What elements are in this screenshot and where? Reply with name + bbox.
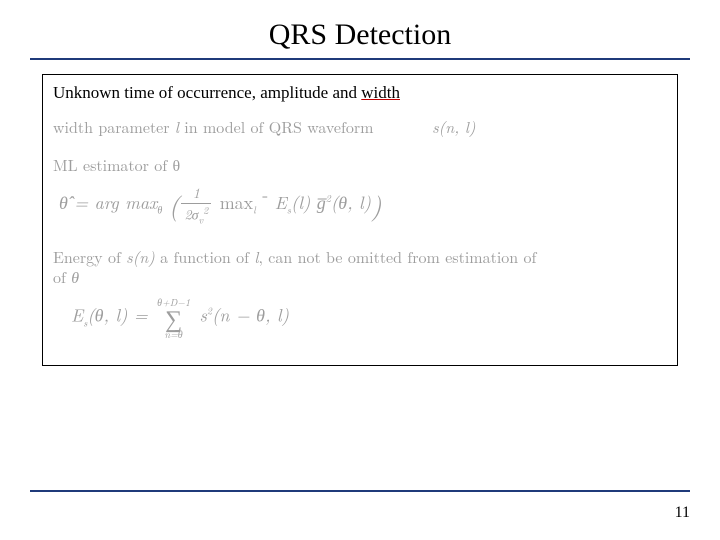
equation-energy: Es(θ, l) = θ+D−1∑n=θ s2(n − θ, l) — [71, 297, 667, 339]
minus: - — [262, 182, 268, 207]
lhs: θ̂ = arg max — [59, 190, 157, 215]
page-title: QRS Detection — [30, 18, 690, 52]
top-rule — [30, 58, 690, 60]
content-box: Unknown time of occurrence, amplitude an… — [42, 74, 678, 366]
frac-den: 2σv2 — [181, 204, 211, 226]
Es: E — [275, 190, 287, 215]
den-text: 2σ — [184, 204, 198, 224]
theta: θ — [71, 265, 79, 288]
sn: s(n) — [126, 245, 155, 268]
sub-theta: θ — [157, 203, 162, 217]
caption: Unknown time of occurrence, amplitude an… — [53, 83, 667, 103]
den-sup: 2 — [203, 203, 208, 217]
sigma-icon: ∑ — [157, 307, 190, 329]
rhs-tail: (n − θ, l) — [212, 303, 289, 328]
text: ML estimator of θ — [53, 153, 180, 176]
caption-width-word: width — [361, 83, 400, 102]
summation: θ+D−1∑n=θ — [157, 297, 190, 339]
signal-fn: s(n, l) — [432, 115, 475, 138]
rparen: ) — [371, 189, 382, 222]
line-ml-estimator: ML estimator of θ — [53, 155, 667, 175]
equation-theta-hat: θ̂ = arg maxθ (12σv2 maxl - Es(l) g̅2(θ,… — [59, 185, 667, 225]
text: width parameter — [53, 115, 175, 138]
max-l: max — [220, 190, 254, 215]
args-lhs: (θ, l) = — [87, 303, 154, 328]
page-number: 11 — [675, 504, 690, 522]
fraction: 12σv2 — [181, 185, 211, 225]
bottom-rule — [30, 490, 690, 492]
Es-args: (l) g̅ — [291, 190, 326, 215]
frac-num: 1 — [181, 185, 211, 204]
lparen: ( — [169, 189, 180, 222]
rhs-s: s — [193, 303, 207, 328]
text: in model of QRS waveform — [179, 115, 373, 138]
t2: of — [53, 265, 71, 288]
line-energy-note: Energy of s(n) a function of l, can not … — [53, 247, 667, 287]
max-l-sub: l — [253, 203, 256, 217]
caption-prefix: Unknown time of occurrence, amplitude an… — [53, 83, 361, 102]
E: E — [71, 303, 83, 328]
t: , can not be omitted from estimation of — [258, 245, 536, 268]
line-width-param: width parameter l in model of QRS wavefo… — [53, 117, 667, 137]
t: a function of — [155, 245, 255, 268]
sum-bot: n=θ — [157, 329, 190, 339]
slide: QRS Detection Unknown time of occurrence… — [0, 0, 720, 540]
tail: (θ, l) — [331, 190, 371, 215]
